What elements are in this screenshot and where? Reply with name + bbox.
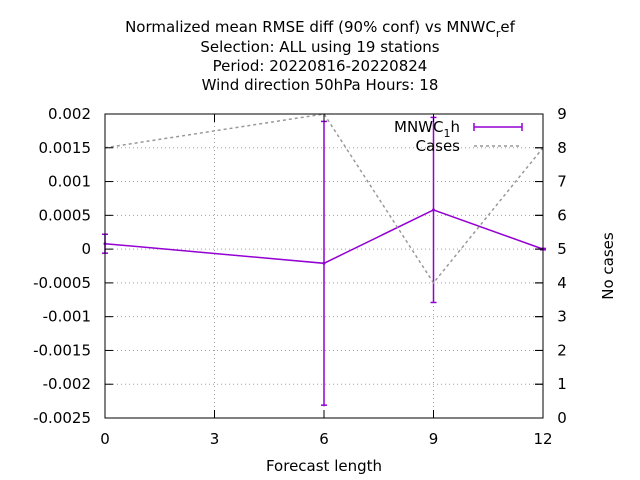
y2-tick-label: 7 bbox=[557, 173, 567, 191]
y2-tick-label: 2 bbox=[557, 341, 567, 359]
y-tick-label: 0.0015 bbox=[39, 139, 92, 157]
cases-line bbox=[104, 113, 544, 285]
plot-series bbox=[102, 113, 546, 406]
y-tick-label: -0.0015 bbox=[33, 341, 91, 359]
y2-tick-label: 6 bbox=[557, 206, 567, 224]
data-point bbox=[432, 208, 435, 212]
y2-tick-label: 0 bbox=[557, 409, 567, 427]
title-line: Wind direction 50hPa Hours: 18 bbox=[202, 76, 439, 94]
legend-label: Cases bbox=[415, 137, 460, 155]
y-tick-label: -0.0005 bbox=[33, 274, 91, 292]
y-tick-label: 0 bbox=[81, 240, 91, 258]
y2-tick-label: 8 bbox=[557, 139, 567, 157]
title-line: Selection: ALL using 19 stations bbox=[200, 38, 439, 56]
x-tick-label: 9 bbox=[429, 430, 439, 448]
y2-axis-label: No cases bbox=[599, 232, 617, 300]
mnwc-line bbox=[104, 209, 544, 265]
x-tick-label: 3 bbox=[210, 430, 220, 448]
y2-tick-label: 3 bbox=[557, 308, 567, 326]
y-tick-label: -0.001 bbox=[43, 308, 91, 326]
y2-tick-label: 9 bbox=[557, 105, 567, 123]
y-tick-label: 0.002 bbox=[48, 105, 91, 123]
y2-tick-label: 5 bbox=[557, 240, 567, 258]
y2-tick-label: 4 bbox=[557, 274, 567, 292]
y-tick-label: -0.002 bbox=[43, 375, 91, 393]
x-tick-label: 6 bbox=[319, 430, 329, 448]
title-line: Period: 20220816-20220824 bbox=[213, 57, 428, 75]
y2-tick-label: 1 bbox=[557, 375, 567, 393]
x-tick-label: 12 bbox=[533, 430, 552, 448]
axis-ticks: 0.002 0.0015 0.001 0.0005 0 -0.0005 -0.001 -0.0… bbox=[33, 105, 567, 448]
y-tick-label: -0.0025 bbox=[33, 409, 91, 427]
data-point bbox=[322, 261, 326, 265]
x-tick-label: 0 bbox=[100, 430, 110, 448]
x-axis-label: Forecast length bbox=[266, 457, 382, 475]
y-tick-label: 0.0005 bbox=[39, 206, 92, 224]
title-line: Normalized mean RMSE diff (90% conf) vs … bbox=[125, 18, 516, 40]
chart-title: Normalized mean RMSE diff (90% conf) vs … bbox=[125, 18, 516, 94]
y-tick-label: 0.001 bbox=[48, 173, 91, 191]
